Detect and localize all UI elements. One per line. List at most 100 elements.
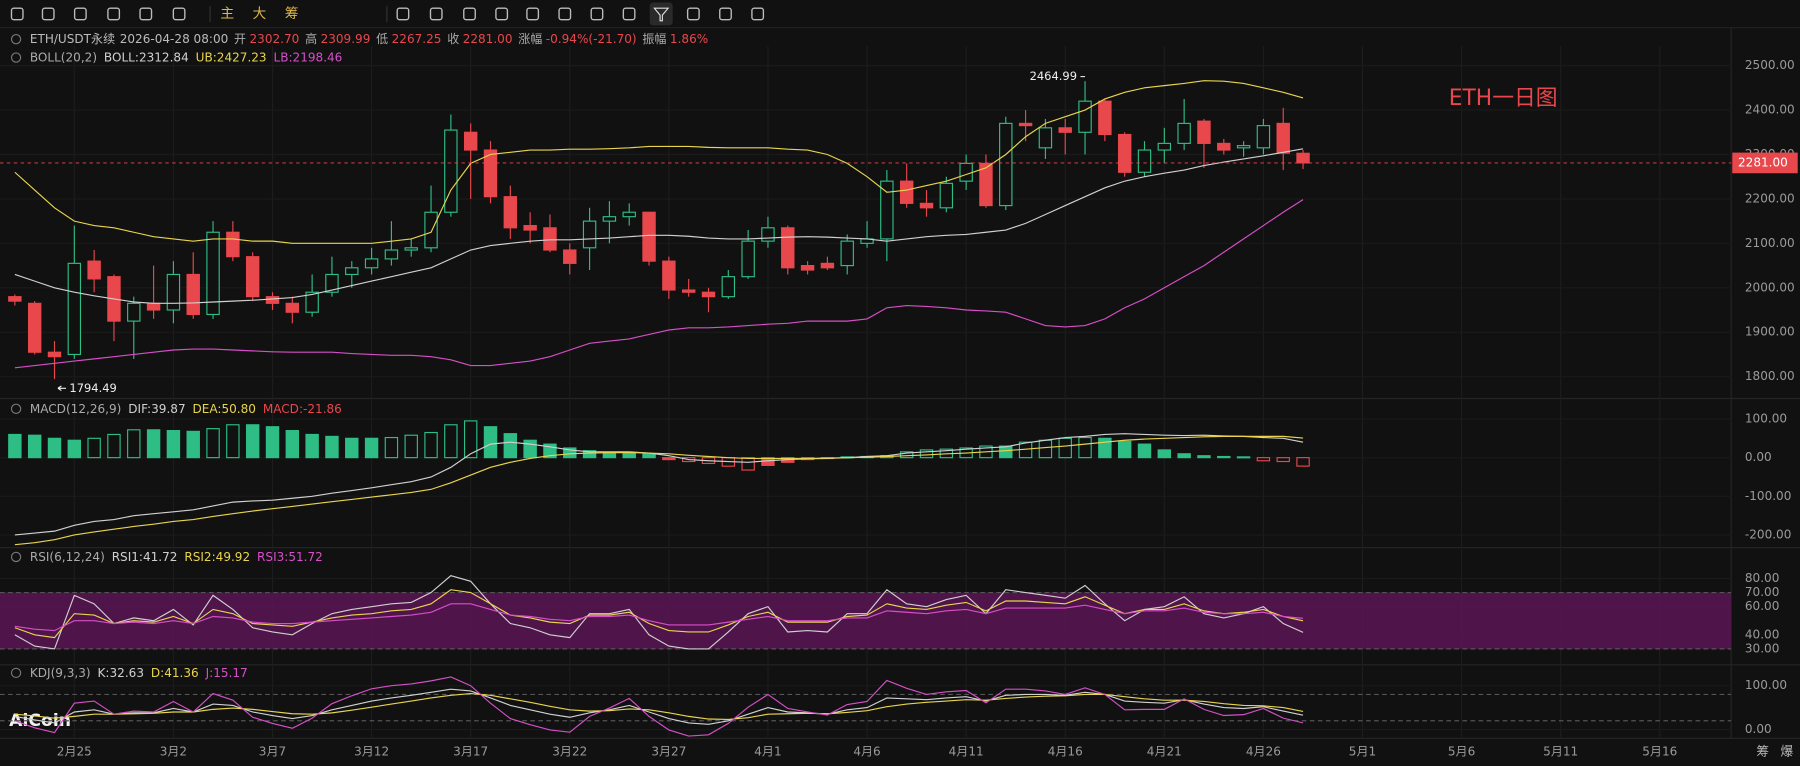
toolbar-icon[interactable] — [396, 7, 410, 21]
toolbar-icon-active[interactable] — [649, 2, 673, 26]
candle-body — [404, 247, 418, 251]
candle-body — [305, 291, 319, 313]
macd-bar — [999, 445, 1013, 459]
x-tick-label: 4月11 — [949, 745, 984, 759]
min-pointer — [57, 385, 66, 392]
field-value: 2309.99 — [321, 32, 371, 46]
indicator-line — [14, 199, 1304, 369]
icon-shape — [10, 7, 24, 21]
toolbar-icon[interactable] — [751, 7, 765, 21]
candle-body — [701, 291, 716, 298]
toolbar-icon[interactable] — [10, 7, 24, 21]
candle-body — [622, 211, 636, 218]
max-label: 2464.99 — [1030, 69, 1077, 83]
symbol: ETH/USDT永续 — [30, 32, 115, 46]
macd-bar — [483, 426, 498, 459]
indicator-line — [14, 693, 1304, 721]
toolbar-icon[interactable] — [73, 7, 87, 21]
field-value: -0.94%(-21.70) — [546, 32, 637, 46]
last-price-label: 2281.00 — [1738, 155, 1788, 169]
candle-body — [1098, 100, 1112, 136]
icon-shape — [558, 7, 572, 21]
y-tick-label: 2400.00 — [1745, 103, 1795, 117]
y-tick-label: 2500.00 — [1745, 58, 1795, 72]
y-tick-label: -100.00 — [1745, 489, 1792, 503]
macd-bar — [1038, 439, 1053, 459]
icon-shape — [429, 7, 443, 21]
y-tick-label: 0.00 — [1745, 450, 1772, 464]
legend-entry: DEA:50.80 — [192, 401, 255, 415]
y-tick-label: 1900.00 — [1745, 325, 1795, 339]
candle-body — [1058, 127, 1072, 133]
macd-bar — [67, 439, 82, 459]
candle-body — [563, 249, 577, 264]
toolbar-button[interactable]: 大 — [253, 6, 267, 22]
icon-shape — [41, 7, 55, 21]
legend-entry: RSI1:41.72 — [112, 549, 178, 563]
candle-body — [206, 231, 220, 316]
legend-entry: RSI2:49.92 — [184, 549, 250, 563]
x-tick-label: 5月6 — [1448, 745, 1475, 759]
toolbar-icon[interactable] — [719, 7, 732, 21]
y-tick-label: -200.00 — [1745, 527, 1792, 541]
macd-bar — [186, 430, 200, 459]
toolbar-button[interactable]: 筹 — [285, 5, 299, 22]
toolbar-icon[interactable] — [429, 7, 443, 21]
candle-body — [503, 196, 518, 229]
macd-bar — [741, 457, 755, 471]
header-icon — [10, 667, 22, 679]
macd-bar — [563, 447, 577, 459]
toolbar-icon[interactable] — [41, 7, 55, 21]
icon-shape — [653, 7, 670, 22]
toolbar-button[interactable]: 主 — [220, 6, 234, 22]
candle-body — [999, 122, 1013, 207]
y-tick-label: 80.00 — [1745, 571, 1780, 585]
candle-body — [543, 227, 557, 251]
icon-shape — [719, 7, 732, 21]
candle-body — [681, 289, 696, 293]
macd-bar — [642, 453, 656, 459]
toolbar-icon[interactable] — [172, 7, 186, 21]
macd-bar — [1078, 436, 1092, 459]
corner-button[interactable]: 爆 — [1780, 744, 1793, 759]
toolbar-icon[interactable] — [107, 7, 121, 21]
toolbar-icon[interactable] — [590, 7, 604, 21]
toolbar-icon[interactable] — [495, 7, 509, 21]
field-label: 涨幅 — [518, 31, 542, 46]
candle-body — [1018, 122, 1033, 127]
field-value: 2281.00 — [463, 32, 513, 46]
indicator-name: RSI(6,12,24) — [30, 549, 105, 563]
icon-shape — [622, 7, 636, 21]
icon-shape — [107, 7, 121, 21]
macd-bar — [305, 433, 319, 459]
macd-bar — [127, 429, 141, 459]
candle-body — [186, 273, 200, 316]
indicator-line — [14, 603, 1304, 632]
icon-shape — [751, 7, 765, 21]
toolbar-icon[interactable] — [463, 7, 476, 21]
corner-button[interactable]: 筹 — [1756, 744, 1769, 759]
candle-body — [642, 211, 656, 262]
candle-body — [919, 202, 934, 209]
candle-body — [67, 262, 82, 356]
macd-bar — [622, 452, 636, 459]
candle-body — [1256, 125, 1271, 149]
macd-bar — [1296, 457, 1310, 467]
toolbar-icon[interactable] — [622, 7, 636, 21]
macd-bar — [662, 457, 676, 461]
y-tick-label: 2000.00 — [1745, 280, 1795, 294]
indicator-line — [14, 433, 1304, 536]
x-tick-label: 4月6 — [853, 745, 880, 759]
field-value: 1.86% — [670, 32, 708, 46]
macd-bar — [1276, 457, 1290, 463]
legend-entry: K:32.63 — [98, 665, 144, 679]
icon-shape — [73, 7, 87, 21]
macd-bar — [8, 433, 22, 459]
y-tick-label: 30.00 — [1745, 641, 1780, 655]
toolbar-icon[interactable] — [558, 7, 572, 21]
icon-shape — [686, 7, 700, 21]
toolbar-icon[interactable] — [139, 7, 153, 21]
toolbar-icon[interactable] — [526, 7, 540, 21]
toolbar-icon[interactable] — [686, 7, 700, 21]
